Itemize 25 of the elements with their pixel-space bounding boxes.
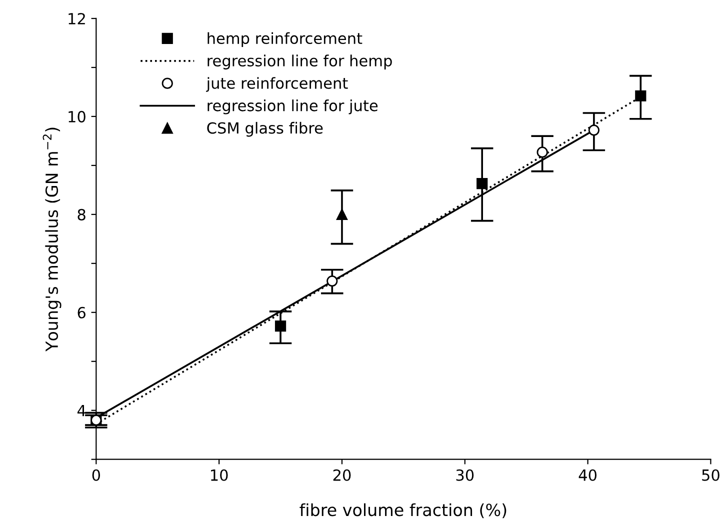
y-tick-label: 6 <box>78 306 86 318</box>
x-tick-label: 40 <box>578 469 597 481</box>
x-tick-label: 30 <box>456 469 474 481</box>
point <box>336 208 348 220</box>
y-tick-label: 10 <box>68 110 86 122</box>
y-tick-label: 4 <box>77 405 86 416</box>
point <box>536 146 548 158</box>
legend-label: jute reinforcement <box>206 77 348 92</box>
legend-label: hemp reinforcement <box>208 32 362 48</box>
x-tick-label: 20 <box>333 469 351 481</box>
legend-label: CSM glass fibre <box>207 122 323 137</box>
point <box>635 90 646 102</box>
y-tick-label: 12 <box>68 12 85 24</box>
point <box>588 124 600 136</box>
x-axis-title: fibre volume fraction (%) <box>300 503 506 518</box>
x-tick-label: 50 <box>702 469 720 481</box>
point <box>274 320 286 332</box>
legend-label: regression line for hemp <box>208 54 392 70</box>
y-axis-title: Young's modulus (GN m$^{−2}$) <box>42 128 62 352</box>
point <box>476 178 488 190</box>
point <box>326 275 338 287</box>
legend-label: regression line for jute <box>208 100 378 114</box>
x-tick-label: 10 <box>211 469 228 481</box>
x-tick-label: 0 <box>92 469 100 481</box>
y-tick-label: 8 <box>78 208 86 220</box>
